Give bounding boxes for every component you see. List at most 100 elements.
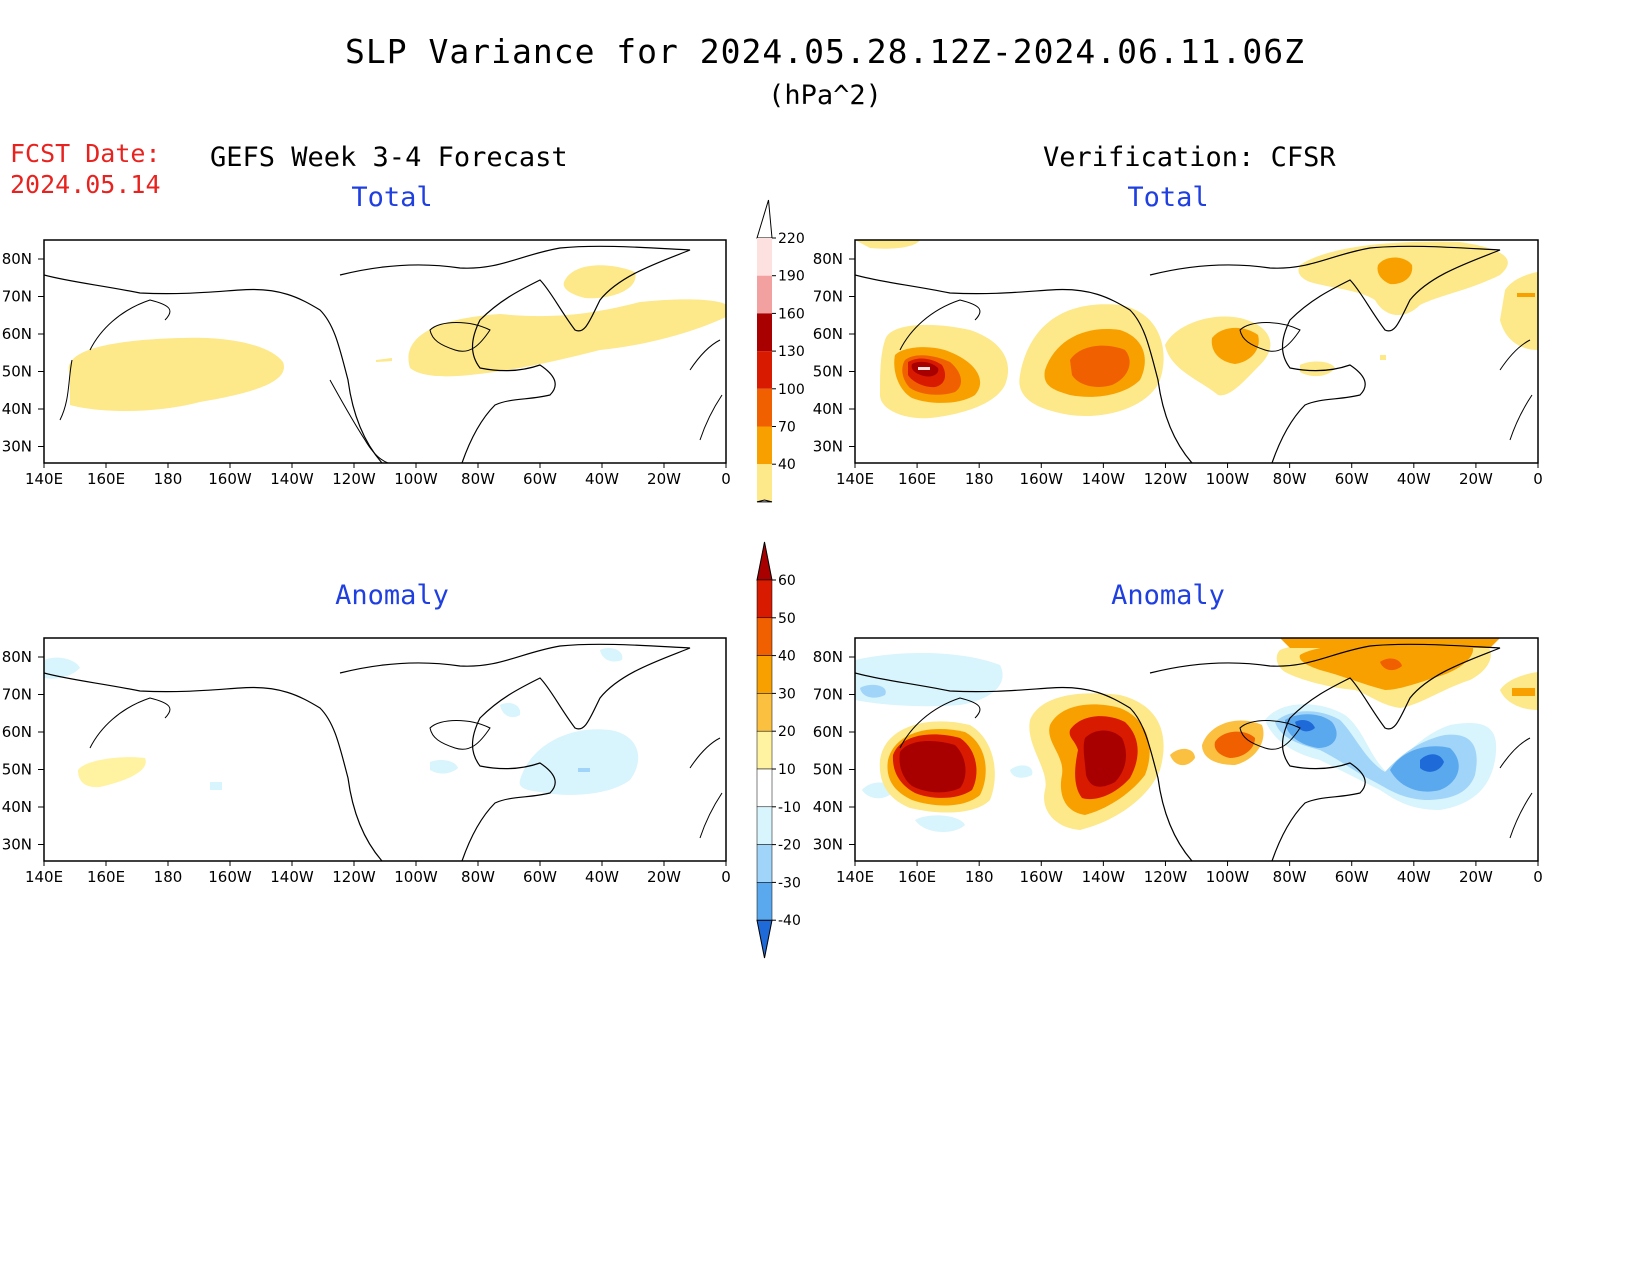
lat-tick-label: 30N xyxy=(2,836,32,854)
colorbar-anomaly-label: -20 xyxy=(778,838,801,854)
axis-labels: 80N 70N 60N 50N 40N 30N 140E 160E 180 160W 140W 120… xyxy=(2,250,1543,886)
lon-tick-label: 100W xyxy=(1206,470,1250,488)
colorbar-anomaly-swatch xyxy=(756,844,773,883)
lat-tick-label: 40N xyxy=(813,798,843,816)
lon-tick-label: 140E xyxy=(25,868,63,886)
lon-tick-label: 160E xyxy=(87,470,125,488)
colorbar-anomaly: 60 50 40 30 20 10 -10 -20 -30 -40 xyxy=(756,541,801,959)
verification-column-title: Verification: CFSR xyxy=(1043,142,1336,173)
main-title: SLP Variance for 2024.05.28.12Z-2024.06.… xyxy=(345,32,1305,71)
panel-title-verification-anomaly: Anomaly xyxy=(1111,580,1225,611)
lon-tick-label: 20W xyxy=(1459,868,1493,886)
colorbar-total-label: 130 xyxy=(778,344,805,360)
panel-title-verification-total: Total xyxy=(1127,182,1209,213)
lon-tick-label: 140E xyxy=(25,470,63,488)
colorbar-anomaly-swatch xyxy=(756,617,773,656)
colorbar-anomaly-label: 30 xyxy=(778,686,796,702)
colorbar-anomaly-swatch xyxy=(756,806,773,845)
lon-tick-label: 80W xyxy=(1273,470,1307,488)
lon-tick-label: 160W xyxy=(1020,868,1064,886)
lon-tick-label: 60W xyxy=(523,470,557,488)
lon-tick-label: 120W xyxy=(332,868,376,886)
colorbar-total-swatch xyxy=(757,313,772,352)
forecast-anomaly-shading xyxy=(44,648,639,795)
colorbar-anomaly-label: 10 xyxy=(778,762,796,778)
lon-tick-label: 160W xyxy=(208,868,252,886)
colorbar-total-swatch xyxy=(757,238,772,276)
lon-tick-label: 160W xyxy=(208,470,252,488)
units-label: (hPa^2) xyxy=(768,80,882,111)
lon-tick-label: 80W xyxy=(461,868,495,886)
lon-tick-label: 160E xyxy=(87,868,125,886)
lon-tick-label: 100W xyxy=(394,868,438,886)
lon-tick-label: 160E xyxy=(898,868,936,886)
map-panel-forecast-total xyxy=(43,239,727,464)
lat-tick-label: 70N xyxy=(813,686,843,704)
lat-tick-label: 60N xyxy=(813,325,843,343)
lon-tick-label: 20W xyxy=(1459,470,1493,488)
lat-tick-label: 40N xyxy=(813,400,843,418)
lat-tick-label: 30N xyxy=(813,438,843,456)
colorbar-anomaly-label: -30 xyxy=(778,875,801,891)
lon-tick-label: 140W xyxy=(270,868,314,886)
colorbar-total-label: 160 xyxy=(778,306,805,322)
colorbar-total-label: 100 xyxy=(778,382,805,398)
lat-tick-label: 60N xyxy=(813,723,843,741)
lon-tick-label: 100W xyxy=(1206,868,1250,886)
verification-total-shading xyxy=(855,240,1538,419)
lon-tick-label: 140W xyxy=(270,470,314,488)
lon-tick-label: 60W xyxy=(1335,470,1369,488)
colorbar-total-label: 70 xyxy=(778,420,796,436)
forecast-total-shading xyxy=(68,265,726,411)
lon-tick-label: 120W xyxy=(1144,868,1188,886)
lon-tick-label: 160W xyxy=(1020,470,1064,488)
lon-tick-label: 120W xyxy=(332,470,376,488)
colorbar-anomaly-label: 40 xyxy=(778,649,796,665)
panel-title-forecast-total: Total xyxy=(351,182,433,213)
colorbar-total-swatch xyxy=(757,426,772,465)
colorbar-anomaly-label: 60 xyxy=(778,573,796,589)
lon-tick-label: 180 xyxy=(965,868,994,886)
colorbar-anomaly-swatch xyxy=(756,693,773,732)
lat-tick-label: 60N xyxy=(2,325,32,343)
lat-tick-label: 40N xyxy=(2,400,32,418)
lon-tick-label: 140E xyxy=(836,470,874,488)
colorbar-anomaly-swatch xyxy=(756,655,773,694)
colorbar-anomaly-label: 20 xyxy=(778,724,796,740)
lat-tick-label: 70N xyxy=(2,288,32,306)
lon-tick-label: 60W xyxy=(523,868,557,886)
lon-tick-label: 40W xyxy=(1397,470,1431,488)
map-panel-verification-anomaly xyxy=(854,637,1539,862)
colorbar-total-swatch xyxy=(757,464,772,502)
colorbar-total-swatch xyxy=(757,275,772,314)
colorbar-anomaly-swatch xyxy=(756,730,773,770)
lat-tick-label: 80N xyxy=(2,648,32,666)
lon-tick-label: 120W xyxy=(1144,470,1188,488)
map-panel-forecast-anomaly xyxy=(43,637,727,862)
colorbar-anomaly-bottom-arrow xyxy=(756,919,773,959)
map-panel-verification-total xyxy=(854,239,1539,464)
colorbar-anomaly-swatch xyxy=(756,579,773,619)
fcst-date-label: FCST Date: xyxy=(10,139,161,168)
lon-tick-label: 140W xyxy=(1082,868,1126,886)
colorbar-total-swatch xyxy=(757,351,772,389)
colorbar-anomaly-top-arrow xyxy=(756,541,773,581)
colorbar-anomaly-label: -10 xyxy=(778,800,801,816)
colorbar-anomaly-swatch xyxy=(756,882,773,921)
colorbar-total-label: 220 xyxy=(778,231,805,247)
lon-tick-label: 100W xyxy=(394,470,438,488)
lon-tick-label: 0 xyxy=(1533,470,1543,488)
lat-tick-label: 70N xyxy=(2,686,32,704)
lat-tick-label: 80N xyxy=(813,250,843,268)
lon-tick-label: 40W xyxy=(585,868,619,886)
lat-tick-label: 50N xyxy=(813,363,843,381)
lon-tick-label: 180 xyxy=(154,470,183,488)
lon-tick-label: 160E xyxy=(898,470,936,488)
lon-tick-label: 140E xyxy=(836,868,874,886)
colorbar-total-bottom-arrow xyxy=(756,499,773,503)
lon-tick-label: 40W xyxy=(585,470,619,488)
fcst-date-value: 2024.05.14 xyxy=(10,170,161,199)
colorbar-anomaly-swatch xyxy=(756,768,773,808)
colorbar-total-swatch xyxy=(757,388,772,427)
